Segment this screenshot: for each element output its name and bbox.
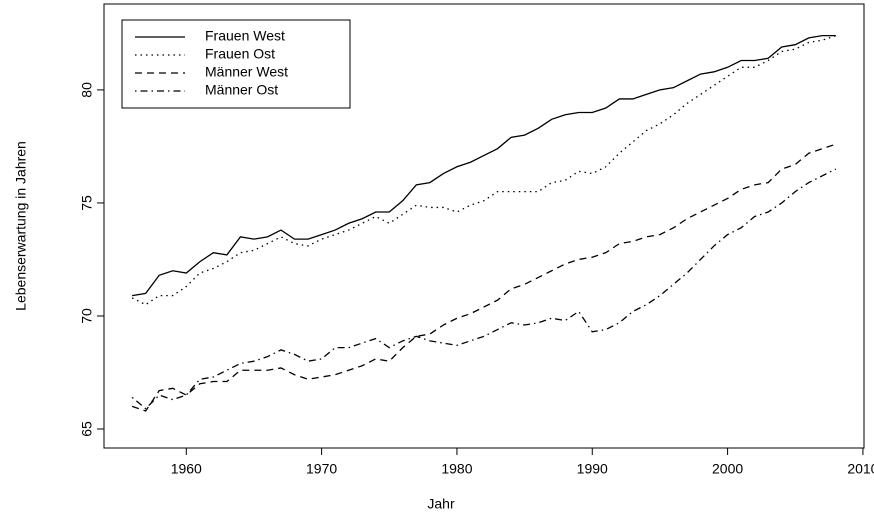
x-axis-label: Jahr bbox=[427, 496, 455, 512]
series-line bbox=[131, 168, 837, 410]
y-tick-label: 65 bbox=[79, 421, 95, 437]
y-axis-label: Lebenserwartung in Jahren bbox=[13, 141, 29, 311]
legend-label: Frauen Ost bbox=[205, 46, 275, 62]
legend-label: Männer West bbox=[205, 64, 288, 80]
x-tick-label: 1960 bbox=[171, 461, 202, 477]
series-line bbox=[132, 34, 836, 297]
x-tick-label: 2010 bbox=[847, 461, 874, 477]
series-line bbox=[131, 35, 837, 306]
y-tick-label: 75 bbox=[79, 195, 95, 211]
x-tick-label: 1970 bbox=[306, 461, 337, 477]
x-tick-label: 1990 bbox=[577, 461, 608, 477]
legend-box bbox=[121, 19, 351, 109]
y-tick-label: 80 bbox=[79, 82, 95, 98]
x-tick-label: 1980 bbox=[441, 461, 472, 477]
y-tick-label: 70 bbox=[79, 308, 95, 324]
series-line bbox=[131, 143, 837, 412]
legend-label: Männer Ost bbox=[205, 82, 278, 98]
legend-label: Frauen West bbox=[205, 28, 285, 44]
x-tick-label: 2000 bbox=[712, 461, 743, 477]
